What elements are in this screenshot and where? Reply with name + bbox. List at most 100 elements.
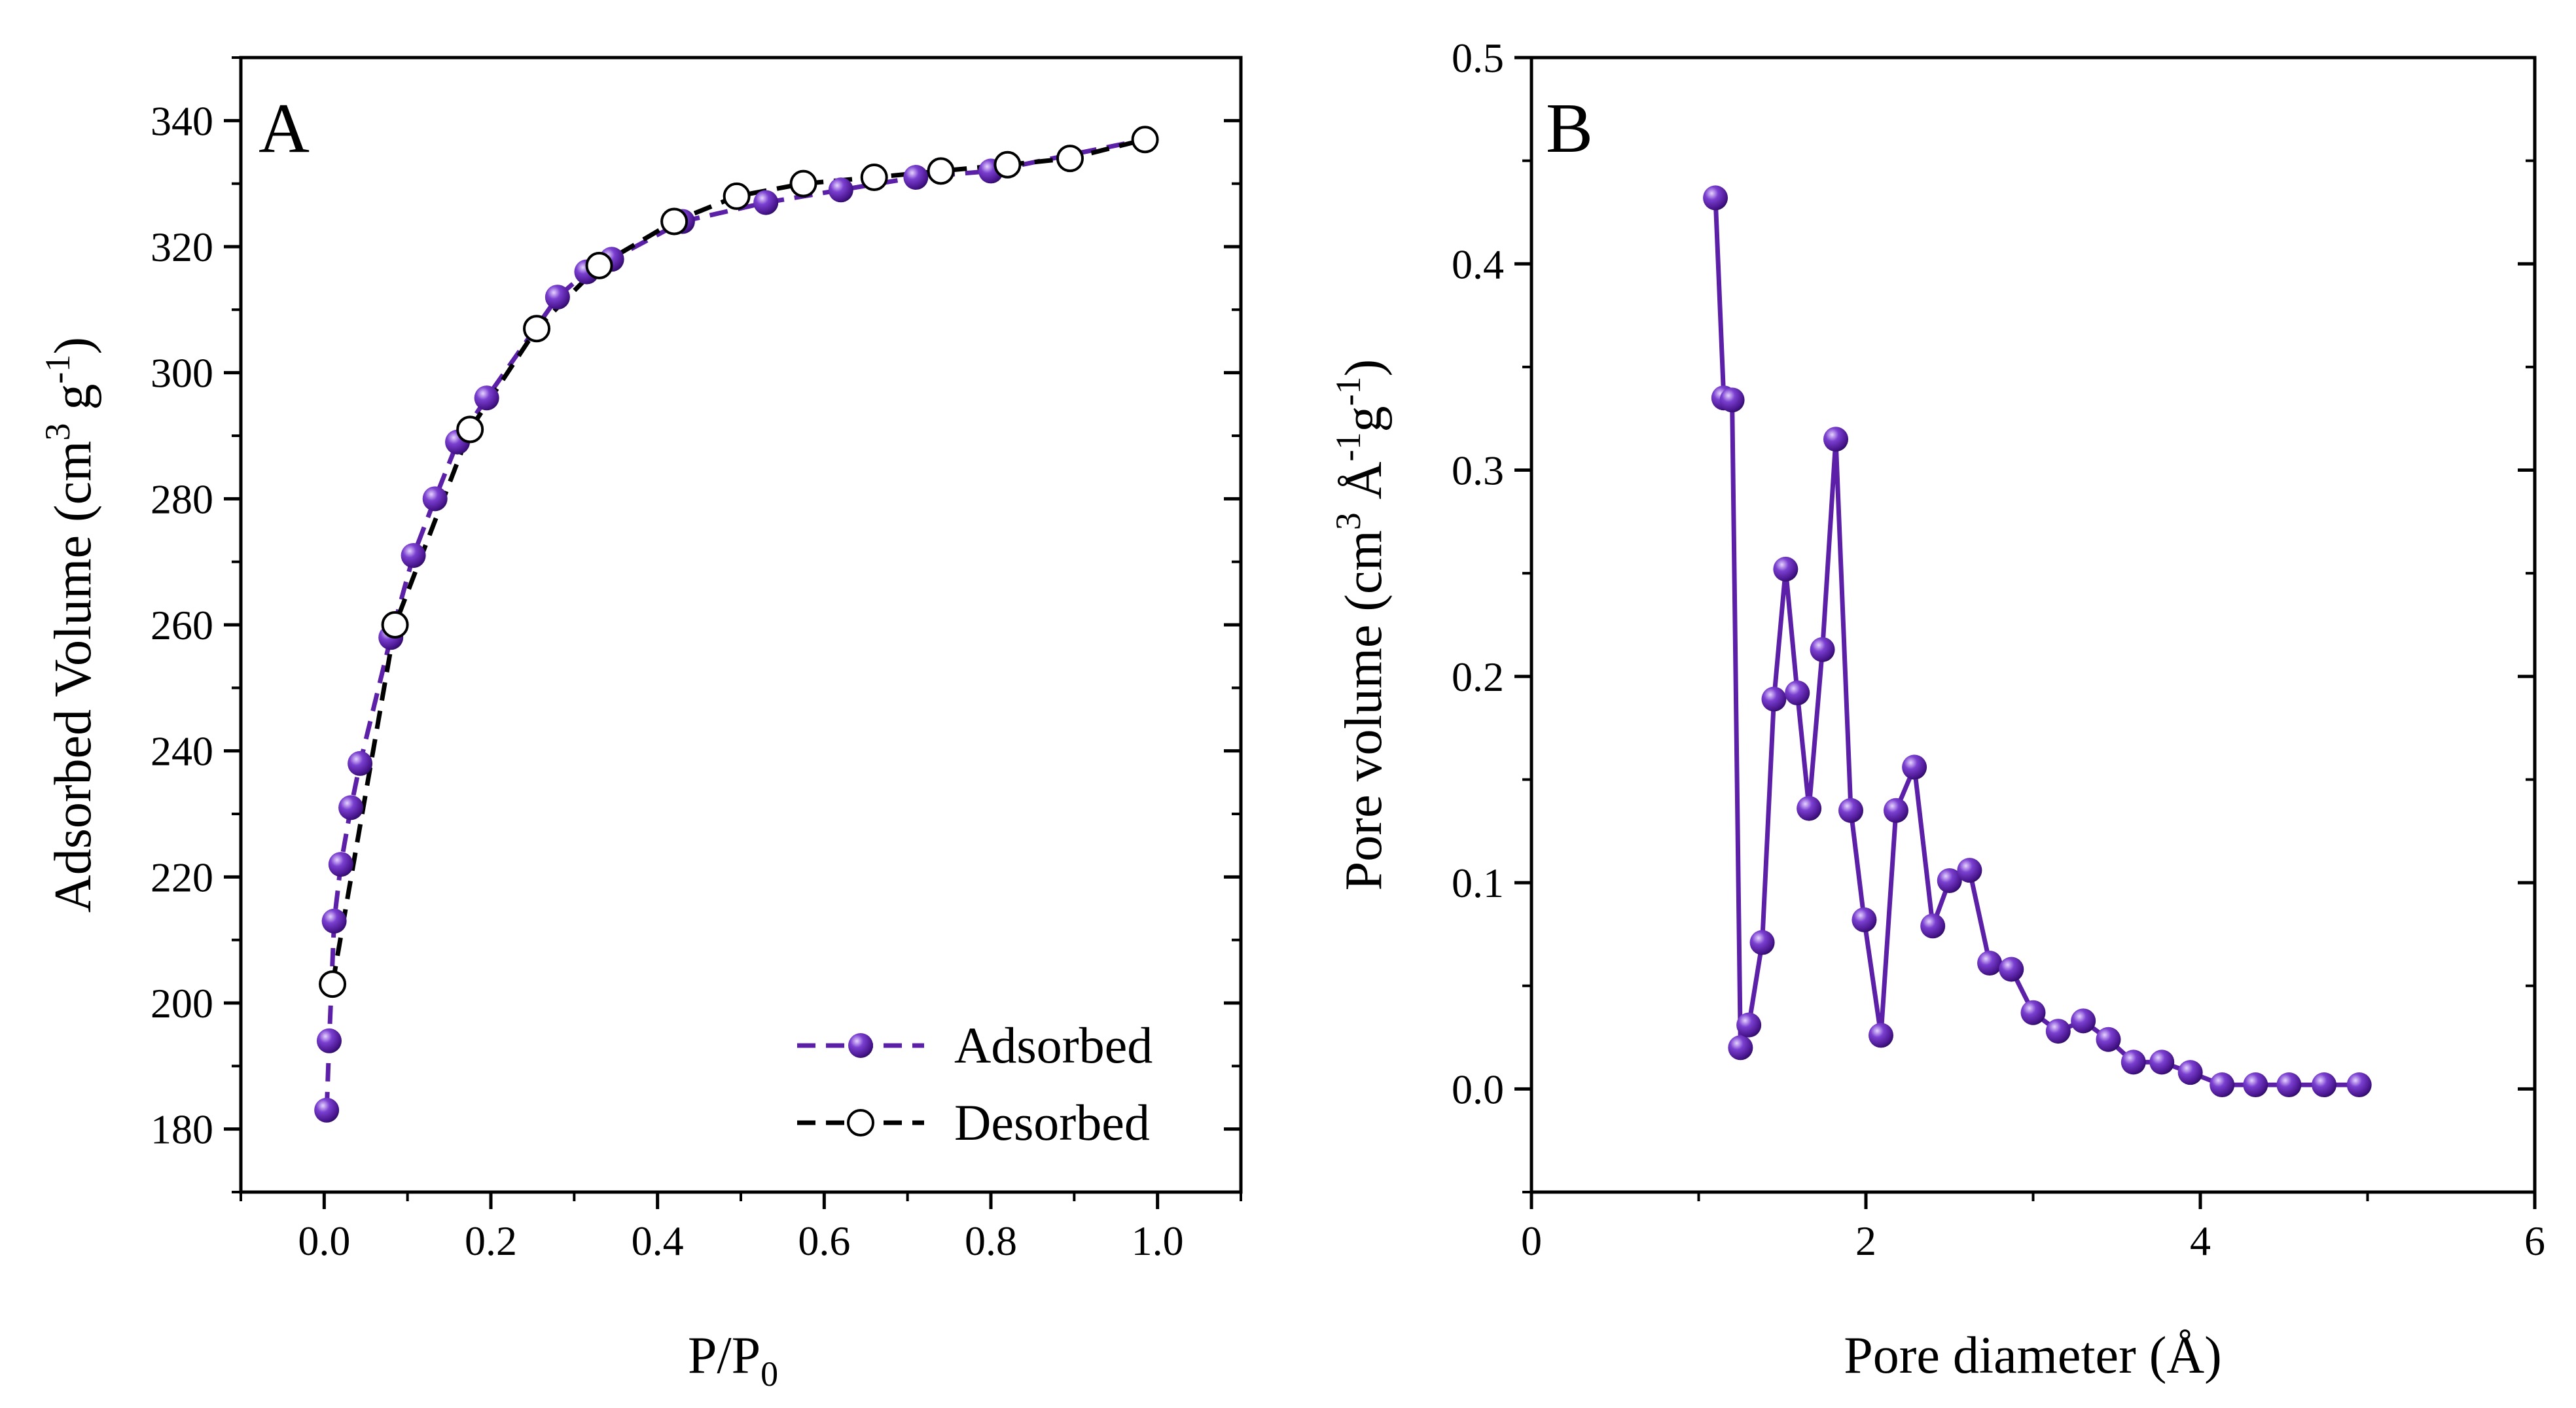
x-tick-label: 0: [1521, 1218, 1542, 1264]
legend-item-adsorbed: Adsorbed: [797, 1017, 1153, 1074]
legend-a: Adsorbed Desorbed: [797, 1017, 1153, 1151]
data-point-desorbed: [456, 415, 484, 444]
x-tick-label: 0.2: [465, 1218, 517, 1264]
data-point-pore-volume: [2276, 1072, 2302, 1098]
data-point-pore-volume: [2177, 1060, 2203, 1085]
data-point-desorbed: [723, 182, 751, 210]
data-point-pore-volume: [2071, 1008, 2096, 1034]
data-point-adsorbed: [545, 285, 570, 310]
data-point-desorbed: [523, 315, 551, 343]
y-tick-label: 240: [151, 728, 213, 775]
y-tick-label: 220: [151, 854, 213, 900]
series-line-adsorbed: [324, 137, 1146, 1110]
data-point-pore-volume: [1838, 798, 1864, 823]
data-point-pore-volume: [1823, 427, 1849, 452]
x-axis-title-a: P/P0: [688, 1327, 778, 1394]
data-point-pore-volume: [1937, 868, 1962, 893]
y-tick-labels-b: 0.0 0.1 0.2 0.3 0.4 0.5: [1452, 35, 1504, 1112]
legend-label-adsorbed: Adsorbed: [954, 1017, 1153, 1074]
series-line-pore-volume: [1713, 198, 2359, 1087]
data-point-adsorbed: [348, 750, 373, 776]
data-point-desorbed: [660, 207, 689, 236]
data-point-desorbed: [1056, 145, 1084, 173]
data-point-pore-volume: [2243, 1072, 2268, 1098]
data-point-adsorbed: [474, 385, 499, 411]
data-point-adsorbed: [828, 177, 853, 203]
y-tick-label: 0.4: [1452, 241, 1504, 287]
y-tick-label: 0.3: [1452, 448, 1504, 494]
x-tick-label: 0.6: [798, 1218, 850, 1264]
axis-ticks-a: [224, 56, 1242, 1209]
x-axis-title-b: Pore diameter (Å): [1844, 1327, 2222, 1384]
data-point-pore-volume: [2346, 1072, 2372, 1098]
data-point-pore-volume: [2149, 1049, 2175, 1075]
x-tick-label: 0.4: [632, 1218, 684, 1264]
series-markers-a: [314, 126, 1159, 1123]
y-tick-label: 280: [151, 476, 213, 522]
y-tick-label: 340: [151, 97, 213, 144]
data-point-pore-volume: [1883, 798, 1908, 823]
data-point-pore-volume: [2120, 1049, 2146, 1075]
data-point-desorbed: [381, 611, 409, 639]
legend-item-desorbed: Desorbed: [797, 1094, 1150, 1151]
data-point-desorbed: [993, 150, 1022, 179]
data-point-desorbed: [1131, 126, 1159, 154]
data-point-adsorbed: [321, 908, 347, 934]
data-point-desorbed: [860, 164, 888, 192]
data-point-desorbed: [789, 169, 817, 198]
data-point-pore-volume: [1736, 1012, 1762, 1038]
data-point-adsorbed: [401, 543, 426, 569]
panel-label-b: B: [1546, 90, 1593, 167]
data-point-pore-volume: [1749, 930, 1775, 955]
y-tick-label: 0.1: [1452, 860, 1504, 906]
x-tick-label: 1.0: [1132, 1218, 1184, 1264]
data-point-pore-volume: [2209, 1072, 2235, 1098]
data-point-adsorbed: [422, 486, 448, 512]
data-point-adsorbed: [753, 190, 779, 215]
data-point-pore-volume: [2020, 1000, 2046, 1025]
y-tick-label: 300: [151, 350, 213, 396]
y-tick-label: 180: [151, 1106, 213, 1153]
y-tick-label: 320: [151, 224, 213, 270]
x-tick-labels-a: 0.0 0.2 0.4 0.6 0.8 1.0: [298, 1218, 1183, 1264]
y-tick-label: 0.0: [1452, 1066, 1504, 1112]
legend-marker-adsorbed: [848, 1033, 873, 1058]
data-point-pore-volume: [1810, 637, 1835, 662]
chart-panel-b: 0 2 4 6 0.0 0.1 0.2 0.3 0.4 0.5 B Pore diameter …: [1329, 35, 2545, 1384]
series-line-desorbed: [330, 137, 1146, 985]
data-point-pore-volume: [2096, 1027, 2121, 1052]
y-tick-labels-a: 180 200 220 240 260 280 300 320 340: [151, 97, 213, 1152]
x-tick-label: 2: [1855, 1218, 1876, 1264]
y-tick-label: 0.5: [1452, 35, 1504, 81]
data-point-pore-volume: [2045, 1019, 2071, 1044]
x-tick-label: 0.0: [298, 1218, 350, 1264]
axis-ticks-b: [1514, 56, 2537, 1209]
data-point-pore-volume: [1785, 680, 1810, 706]
data-point-pore-volume: [1977, 951, 2003, 976]
data-point-pore-volume: [1761, 686, 1787, 712]
y-axis-title-b: Pore volume (cm3 Å-1g-1): [1329, 359, 1393, 890]
data-point-adsorbed: [903, 165, 929, 190]
panel-label-a: A: [259, 90, 310, 167]
data-point-pore-volume: [1902, 754, 1927, 780]
y-tick-label: 0.2: [1452, 654, 1504, 700]
data-point-adsorbed: [314, 1097, 340, 1123]
x-tick-label: 6: [2524, 1218, 2545, 1264]
data-point-pore-volume: [1773, 556, 1798, 582]
y-tick-label: 200: [151, 980, 213, 1027]
data-point-adsorbed: [328, 852, 353, 877]
data-point-pore-volume: [1703, 185, 1728, 211]
y-tick-label: 260: [151, 602, 213, 648]
series-lines-b: [1713, 198, 2359, 1087]
data-point-pore-volume: [1957, 858, 1982, 883]
data-point-desorbed: [585, 251, 613, 279]
data-point-pore-volume: [1920, 913, 1946, 939]
x-tick-label: 0.8: [965, 1218, 1017, 1264]
data-point-pore-volume: [1868, 1023, 1893, 1048]
data-point-pore-volume: [1719, 387, 1745, 413]
data-point-desorbed: [319, 970, 347, 998]
series-markers-b: [1703, 185, 2372, 1098]
x-tick-label: 4: [2190, 1218, 2211, 1264]
chart-panel-a: 0.0 0.2 0.4 0.6 0.8 1.0 180 200 220 240 260 280 300…: [38, 56, 1243, 1394]
